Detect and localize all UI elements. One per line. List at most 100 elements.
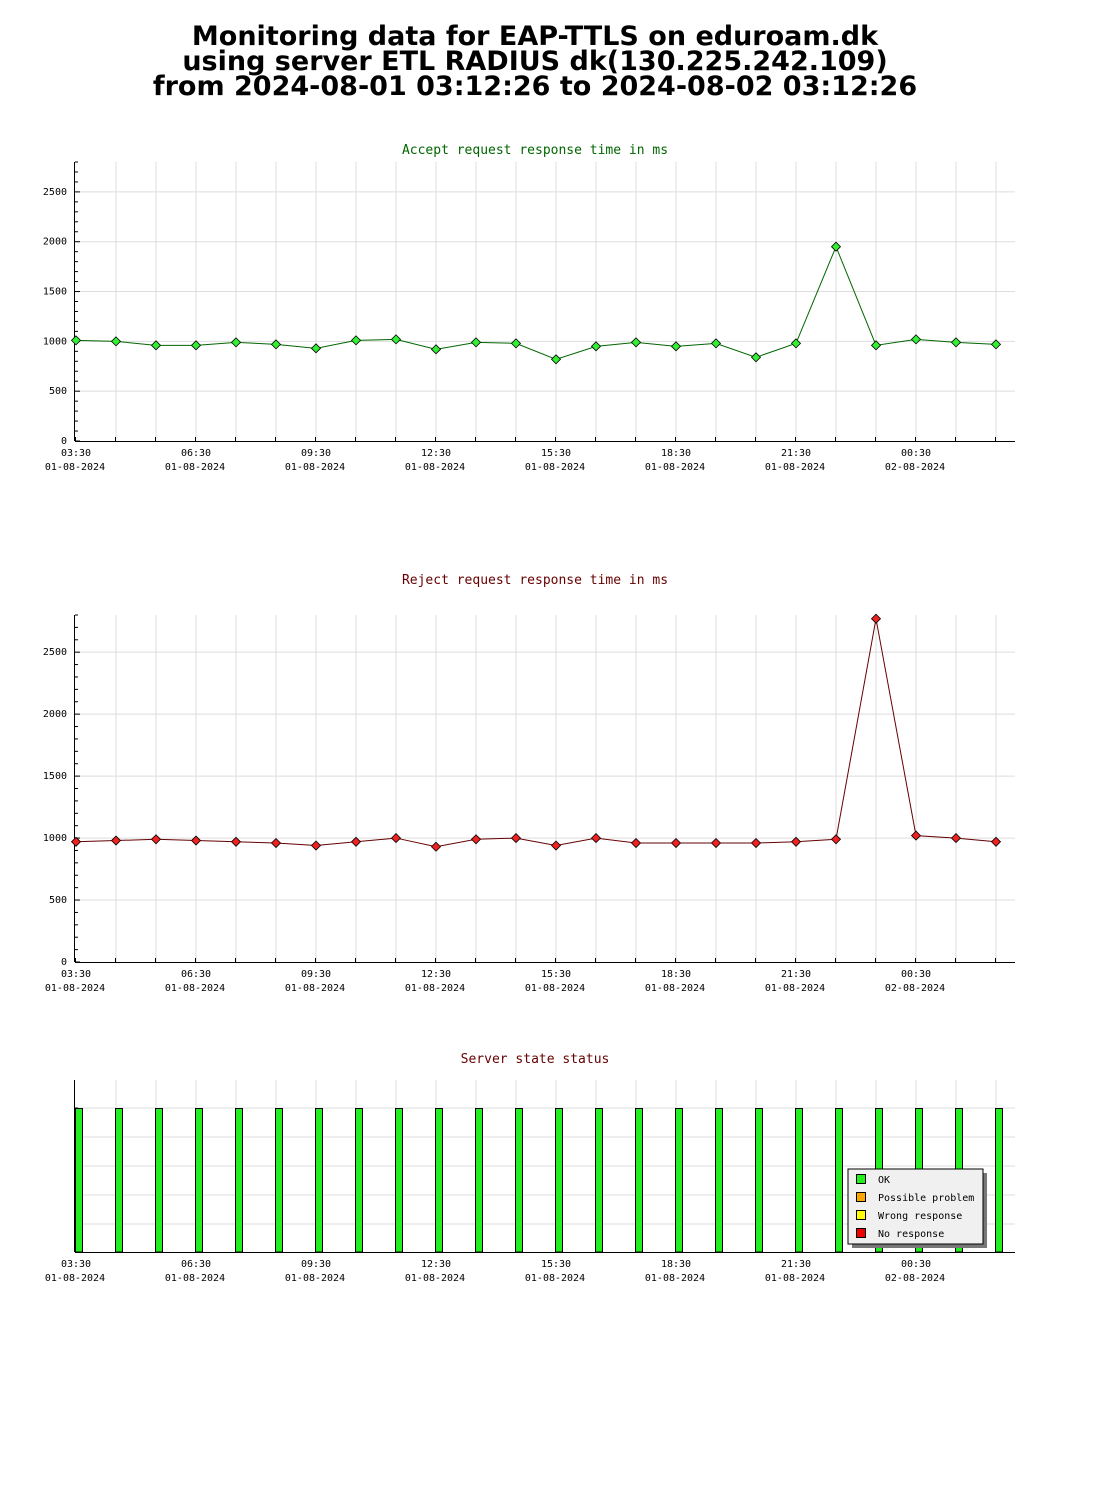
accept-y-tick-label: 2500 bbox=[43, 187, 67, 198]
status-x-tick-time: 00:30 bbox=[901, 1259, 931, 1270]
reject-data-point bbox=[710, 837, 722, 849]
reject-y-tick-label: 1000 bbox=[43, 833, 67, 844]
reject-x-tick-date: 01-08-2024 bbox=[405, 983, 465, 994]
accept-data-point bbox=[750, 352, 762, 363]
reject-y-tick-label: 1500 bbox=[43, 771, 67, 782]
reject-y-tick-label: 500 bbox=[49, 895, 67, 906]
accept-series-line bbox=[75, 245, 997, 360]
status-x-tick-date: 01-08-2024 bbox=[525, 1273, 585, 1284]
accept-data-point bbox=[350, 335, 362, 346]
legend-label-possible-problem: Possible problem bbox=[878, 1193, 974, 1204]
reject-data-point bbox=[150, 834, 162, 845]
accept-y-tick-label: 0 bbox=[61, 436, 67, 447]
reject-x-tick-time: 21:30 bbox=[781, 969, 811, 980]
accept-x-tick-time: 21:30 bbox=[781, 448, 811, 459]
status-x-tick-time: 15:30 bbox=[541, 1259, 571, 1270]
reject-x-tick-date: 01-08-2024 bbox=[525, 983, 585, 994]
reject-data-point bbox=[750, 837, 762, 849]
accept-x-tick-date: 02-08-2024 bbox=[885, 462, 945, 473]
accept-x-tick-date: 01-08-2024 bbox=[645, 462, 705, 473]
reject-x-tick-time: 12:30 bbox=[421, 969, 451, 980]
status-bar bbox=[755, 1108, 763, 1253]
accept-y-tick-label: 500 bbox=[49, 386, 67, 397]
status-x-tick-date: 01-08-2024 bbox=[165, 1273, 225, 1284]
status-bar bbox=[795, 1108, 803, 1253]
legend-label-ok: OK bbox=[878, 1175, 890, 1186]
reject-data-point bbox=[590, 833, 602, 844]
accept-data-point bbox=[150, 340, 162, 351]
reject-x-tick-date: 01-08-2024 bbox=[285, 983, 345, 994]
status-bar bbox=[235, 1108, 243, 1253]
accept-x-tick-time: 00:30 bbox=[901, 448, 931, 459]
reject-data-point bbox=[350, 836, 362, 847]
reject-data-point bbox=[550, 840, 562, 851]
accept-data-point bbox=[830, 241, 842, 252]
accept-chart-title: Accept request response time in ms bbox=[402, 143, 668, 158]
status-bar bbox=[635, 1108, 643, 1253]
reject-x-tick-date: 01-08-2024 bbox=[45, 983, 105, 994]
accept-y-tick-label: 1500 bbox=[43, 287, 67, 298]
status-x-tick-time: 21:30 bbox=[781, 1259, 811, 1270]
status-bar bbox=[155, 1108, 163, 1253]
status-x-tick-date: 01-08-2024 bbox=[405, 1273, 465, 1284]
accept-x-tick-date: 01-08-2024 bbox=[765, 462, 825, 473]
reject-series-line bbox=[75, 618, 997, 848]
accept-x-tick-time: 12:30 bbox=[421, 448, 451, 459]
status-x-tick-time: 03:30 bbox=[61, 1259, 91, 1270]
reject-y-tick-label: 0 bbox=[61, 957, 67, 968]
reject-data-point bbox=[70, 836, 82, 847]
status-x-tick-time: 06:30 bbox=[181, 1259, 211, 1270]
accept-x-tick-date: 01-08-2024 bbox=[285, 462, 345, 473]
accept-x-tick-time: 06:30 bbox=[181, 448, 211, 459]
status-x-tick-date: 01-08-2024 bbox=[285, 1273, 345, 1284]
reject-data-point bbox=[870, 613, 882, 624]
status-x-tick-date: 02-08-2024 bbox=[885, 1273, 945, 1284]
status-bar bbox=[555, 1108, 563, 1253]
status-bar bbox=[315, 1108, 323, 1253]
accept-data-point bbox=[390, 334, 402, 345]
accept-x-tick-date: 01-08-2024 bbox=[525, 462, 585, 473]
reject-x-tick-date: 01-08-2024 bbox=[765, 983, 825, 994]
reject-data-point bbox=[390, 833, 402, 844]
accept-data-point bbox=[870, 340, 882, 351]
legend-swatch-ok bbox=[856, 1174, 866, 1184]
accept-data-point bbox=[70, 335, 82, 346]
reject-x-tick-date: 01-08-2024 bbox=[165, 983, 225, 994]
reject-x-tick-time: 00:30 bbox=[901, 969, 931, 980]
reject-y-tick-label: 2000 bbox=[43, 709, 67, 720]
accept-data-point bbox=[110, 336, 122, 347]
reject-x-tick-time: 03:30 bbox=[61, 969, 91, 980]
accept-x-tick-date: 01-08-2024 bbox=[45, 462, 105, 473]
status-bar bbox=[995, 1108, 1003, 1253]
reject-data-point bbox=[910, 830, 922, 841]
status-x-tick-time: 18:30 bbox=[661, 1259, 691, 1270]
reject-data-point bbox=[190, 835, 202, 846]
reject-x-tick-time: 18:30 bbox=[661, 969, 691, 980]
accept-x-tick-time: 18:30 bbox=[661, 448, 691, 459]
status-legend: OK Possible problem Wrong response No re… bbox=[847, 1168, 987, 1248]
reject-chart-title: Reject request response time in ms bbox=[402, 573, 668, 588]
accept-response-chart: 03:30 01-08-2024 06:30 01-08-2024 09:30 01-08… bbox=[43, 161, 1015, 473]
accept-data-point bbox=[710, 338, 722, 349]
status-bar bbox=[195, 1108, 203, 1253]
accept-data-point bbox=[470, 337, 482, 348]
accept-data-point bbox=[550, 354, 562, 365]
reject-x-tick-date: 02-08-2024 bbox=[885, 983, 945, 994]
reject-x-tick-date: 01-08-2024 bbox=[645, 983, 705, 994]
legend-swatch-no-response bbox=[856, 1228, 866, 1238]
legend-label-wrong-response: Wrong response bbox=[878, 1211, 962, 1222]
reject-response-chart: 03:30 01-08-2024 06:30 01-08-2024 09:30 01-08… bbox=[43, 613, 1015, 994]
accept-data-point bbox=[670, 341, 682, 352]
reject-data-point bbox=[670, 837, 682, 849]
accept-x-tick-date: 01-08-2024 bbox=[165, 462, 225, 473]
status-bar bbox=[475, 1108, 483, 1253]
status-bar bbox=[115, 1108, 123, 1253]
status-bar bbox=[515, 1108, 523, 1253]
reject-x-tick-time: 09:30 bbox=[301, 969, 331, 980]
accept-data-point bbox=[950, 337, 962, 348]
accept-data-point bbox=[270, 339, 282, 350]
legend-box bbox=[847, 1168, 984, 1245]
reject-data-point bbox=[790, 836, 802, 847]
title-line-3: from 2024-08-01 03:12:26 to 2024-08-02 0… bbox=[152, 71, 918, 102]
